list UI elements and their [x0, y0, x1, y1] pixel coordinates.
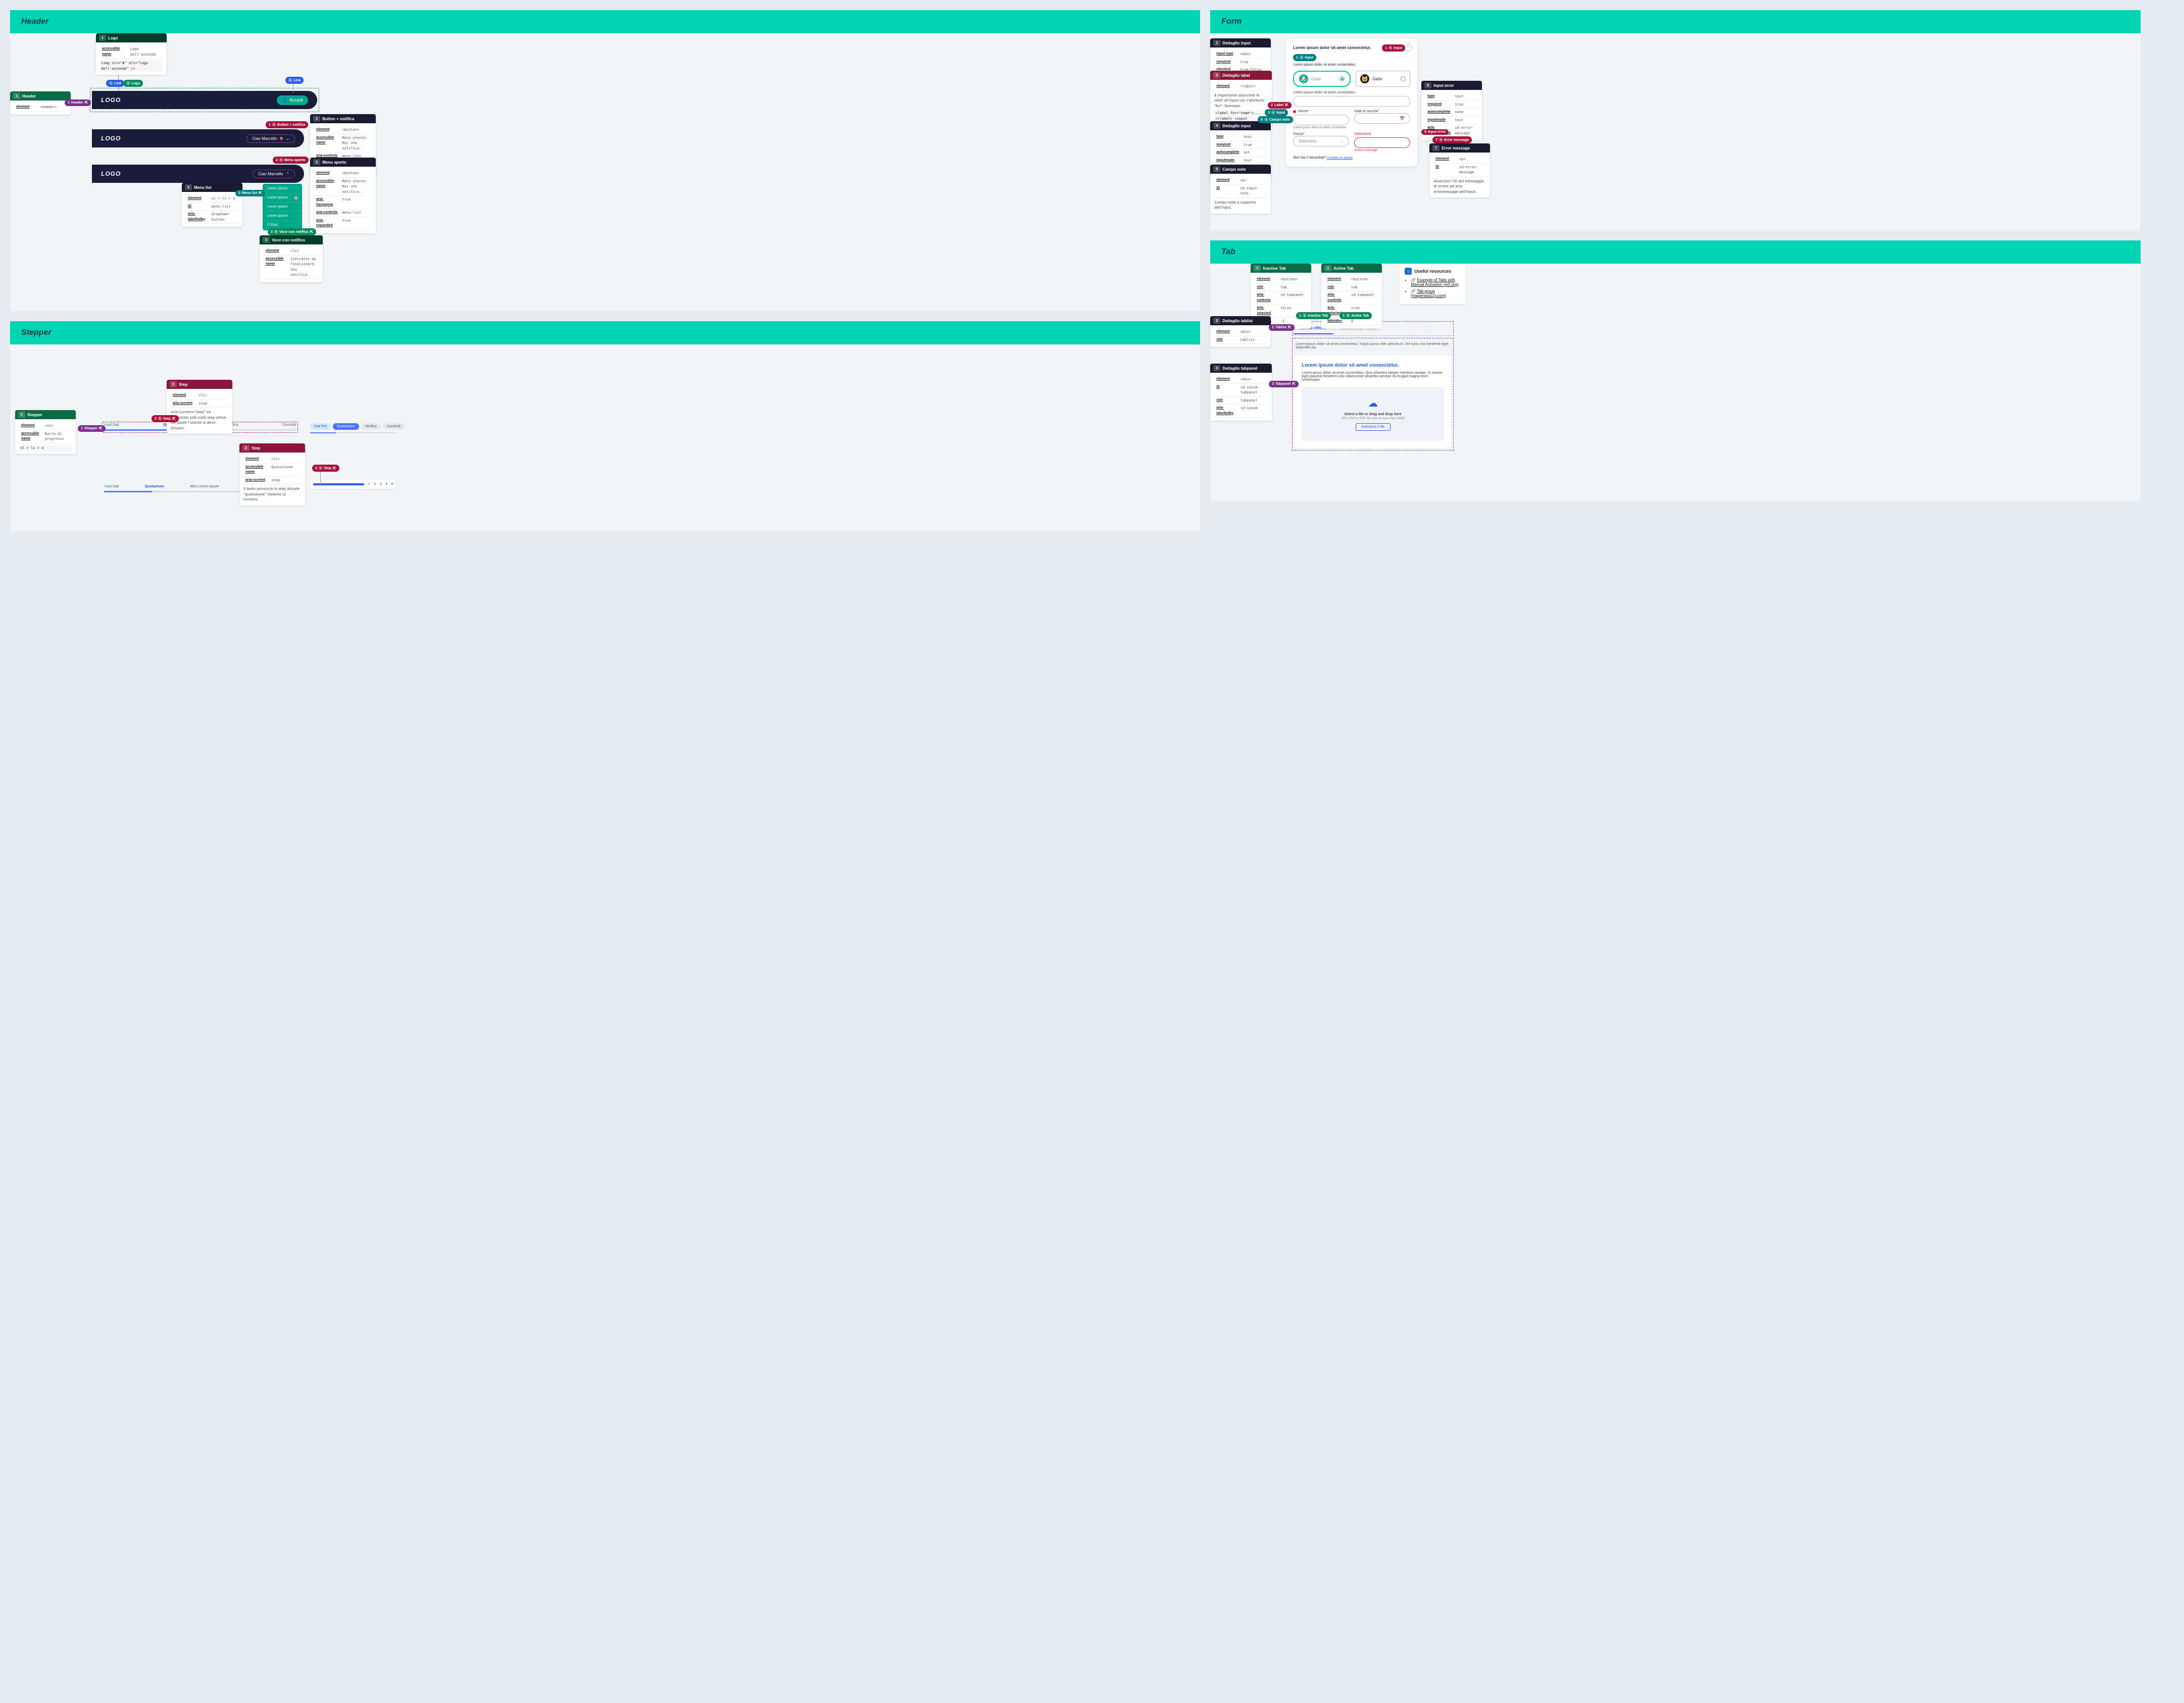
- dropdown-item[interactable]: Lorem ipsum: [263, 203, 302, 212]
- badge-active: 1⦿Active Tab: [1339, 312, 1372, 319]
- login-button[interactable]: 👤Accedi: [277, 95, 308, 105]
- step-card: 1 2 3 4 5: [310, 480, 396, 489]
- user-icon: 👤: [282, 97, 287, 103]
- badge-step-2: 2⦿Step⇱: [312, 465, 339, 472]
- badge-tabpanel: 3Tabpanel⇱: [1269, 381, 1299, 387]
- dropdown-menu: Lorem ipsum Lorem ipsum Lorem ipsum Lore…: [263, 184, 302, 230]
- note-stepper: 1Stepper element<ol> accessible nameBarr…: [15, 410, 76, 454]
- select-file-button[interactable]: Seleziona il file: [1356, 423, 1391, 431]
- step-pill[interactable]: Quotazione: [333, 423, 359, 430]
- panel-title: Lorem ipsum dolor sit amet consectetur.: [1302, 363, 1444, 368]
- note-step-2: 2Step element<li> accessible nameQuotazi…: [239, 443, 305, 506]
- badge-link1: ⦿Link: [106, 80, 124, 87]
- input-nome[interactable]: [1293, 115, 1349, 125]
- note-tablist: 2Dettaglio tablist element<div> roletabl…: [1210, 316, 1271, 347]
- badge-error-msg: 7⦿Error message: [1432, 136, 1472, 143]
- resource-link-2[interactable]: Tab group (magentaa11y.com): [1411, 289, 1446, 298]
- resource-link-1[interactable]: Example of Tabs with Manual Activation (…: [1411, 278, 1458, 287]
- header-bar-1: LOGO 👤Accedi: [92, 91, 317, 109]
- dropdown-item[interactable]: Lorem ipsum: [263, 193, 302, 203]
- badge-step-1: 2⦿Step⇱: [152, 415, 179, 422]
- badge-input-error: 6Input error: [1421, 129, 1449, 135]
- upload-icon: ☁: [1312, 397, 1434, 410]
- badge-stepper: 1Stepper⇱: [78, 425, 106, 432]
- badge-button-notifica: 1⦿Button + notifica: [266, 121, 308, 128]
- link-contatta[interactable]: Contatta un agente: [1327, 157, 1353, 160]
- chip-cane[interactable]: 🐶 Cane: [1293, 71, 1351, 87]
- tabpanel: Lorem ipsum dolor sit amet consectetur. …: [1295, 356, 1451, 448]
- user-menu-button-open[interactable]: Ciao Marcello ⌃: [253, 170, 295, 178]
- section-header: Header 1Logo accessible nameLogo dell'az…: [10, 10, 1200, 311]
- chevron-down-icon: ⌄: [1340, 139, 1344, 143]
- note-campo: 5Campo note element<p> IDid-input-note C…: [1210, 165, 1271, 214]
- logo-2[interactable]: LOGO: [101, 135, 121, 142]
- label-nome: Nome*: [1298, 110, 1309, 113]
- panel-text: Lorem ipsum dolor sit amet consectetur. …: [1302, 371, 1444, 382]
- chevron-down-icon: ⌄: [286, 136, 289, 141]
- label-razza: Razza*: [1293, 132, 1349, 136]
- form-panel: ⌃ Lorem ipsum dolor sit amet consectetur…: [1286, 38, 1417, 167]
- resource-icon: 📘: [1405, 268, 1412, 275]
- label-sottorazza: Sottorazza: [1354, 132, 1410, 136]
- badge-label: 2Label⇱: [1268, 102, 1292, 109]
- section-stepper: Stepper 1Stepper element<ol> accessible …: [10, 321, 1200, 531]
- collapse-button[interactable]: ⌃: [1404, 43, 1412, 52]
- logo-1[interactable]: LOGO: [101, 96, 121, 104]
- step-pill[interactable]: Verifica: [361, 423, 381, 430]
- chip-gatto[interactable]: 🐱 Gatto: [1356, 71, 1410, 87]
- note-header: 1Header element<header>: [10, 91, 71, 115]
- badge-inactive: 1⦿Inactive Tab: [1296, 312, 1331, 319]
- input-sottorazza[interactable]: [1354, 137, 1410, 148]
- user-menu-button[interactable]: Ciao Marcello ⌄: [246, 134, 295, 143]
- badge-menu-list: 3Menu list⇱: [235, 190, 265, 196]
- section-form: Form 1Dettaglio input input typeradio re…: [1210, 10, 2141, 230]
- text-input-large[interactable]: [1293, 96, 1410, 107]
- power-icon: ⏻: [267, 223, 270, 227]
- select-razza[interactable]: Seleziona⌄: [1293, 136, 1349, 146]
- badge-input-chip: 1⦿Input: [1293, 54, 1316, 61]
- badge-campo-note: 5⦿Campo note: [1258, 116, 1293, 123]
- badge-logo: ⦿Logo: [123, 80, 143, 87]
- note-voce-notifica: 3Voce con notifica element<li> accessibl…: [260, 235, 323, 282]
- label-data: Data di nascita*: [1354, 110, 1410, 113]
- cat-icon: 🐱: [1360, 74, 1369, 83]
- link-icon: 🔗: [1411, 278, 1416, 282]
- input-date[interactable]: 📅: [1354, 113, 1410, 124]
- note-step-1: 2Step element<li> aria-currentstep aria-…: [167, 380, 232, 434]
- badge-input-right: 1⦿Input: [1382, 44, 1405, 52]
- badge-tablist: 2Tablist⇱: [1269, 324, 1295, 331]
- header-bar-2: LOGO Ciao Marcello ⌄: [92, 129, 304, 147]
- dropdown-item[interactable]: Lorem ipsum: [263, 184, 302, 193]
- badge-menu-aperto: 2⦿Menu aperto: [273, 157, 309, 164]
- section-title-header: Header: [10, 10, 1200, 33]
- step-pill[interactable]: Concludi: [383, 423, 405, 430]
- note-menu-list: 3Menu list elementul > li > a IDmenu-lis…: [182, 183, 242, 227]
- section-title-tab: Tab: [1210, 240, 2141, 264]
- note-tabpanel: 3Dettaglio tabpanel element<div> IDid-ip…: [1210, 364, 1272, 421]
- note-logo: 1Logo accessible nameLogo dell'azienda <…: [96, 33, 167, 75]
- badge-link2: ⦿Link: [285, 77, 304, 84]
- section-title-form: Form: [1210, 10, 2141, 33]
- badge-input-teal: 3⦿Input: [1265, 109, 1288, 116]
- logo-3[interactable]: LOGO: [101, 170, 121, 177]
- badge-voce-notifica: 3⦿Voce con notifica⇱: [268, 228, 316, 235]
- chevron-up-icon: ⌃: [286, 172, 289, 176]
- calendar-icon: 📅: [1400, 116, 1405, 121]
- link-icon: 🔗: [1411, 289, 1416, 293]
- file-dropzone[interactable]: ☁ Select a file or drag and drop here JP…: [1302, 387, 1444, 441]
- step-pills: Dati Pet Quotazione Verifica Concludi: [310, 423, 405, 430]
- header-bar-3: LOGO Ciao Marcello ⌃: [92, 165, 304, 183]
- section-title-stepper: Stepper: [10, 321, 1200, 344]
- resources-box: 📘Useful resources 🔗 Example of Tabs with…: [1400, 264, 1465, 304]
- dog-icon: 🐶: [1299, 74, 1308, 83]
- badge-header: 1Header⇱: [65, 99, 91, 106]
- step-pill[interactable]: Dati Pet: [310, 423, 331, 430]
- note-error-message: 7Error message element<p> IDid-error-mes…: [1429, 143, 1490, 197]
- note-menu-aperto: 2Menu aperto element<button> accessible …: [310, 158, 376, 233]
- section-tab: Tab 1Inactive Tab element<button> roleta…: [1210, 240, 2141, 501]
- dropdown-item[interactable]: Lorem ipsum: [263, 212, 302, 221]
